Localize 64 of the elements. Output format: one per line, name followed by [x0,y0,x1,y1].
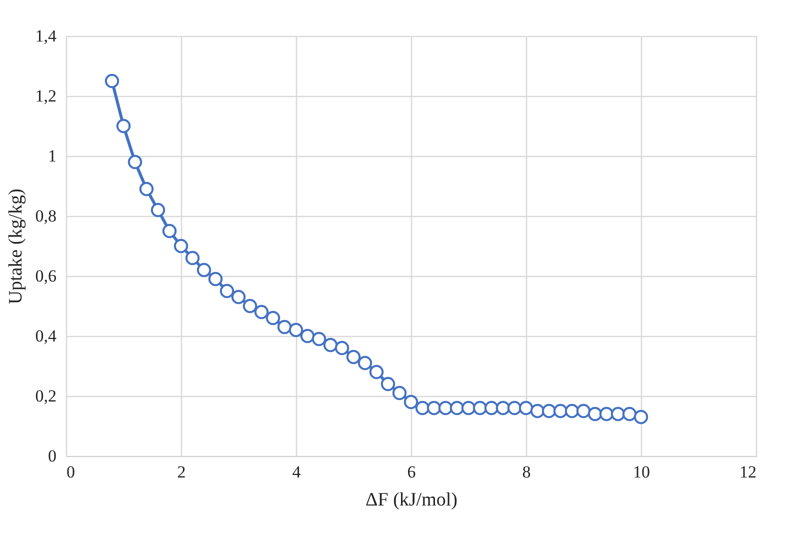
point [220,284,234,298]
point [358,356,372,370]
point [208,272,223,286]
point [450,400,464,416]
x-tick-label: 10 [633,462,650,482]
point [415,400,430,416]
point [128,154,142,170]
y-tick-label: 1 [48,146,56,166]
point [507,400,522,416]
point [484,400,499,416]
point [323,338,338,352]
point [242,298,258,314]
point [564,404,580,418]
y-tick-label: 0,6 [35,266,56,286]
point [622,406,637,422]
y-tick-label: 0,2 [35,386,56,406]
point [150,202,166,218]
point [116,118,131,134]
point [380,376,396,392]
point [185,250,200,266]
x-tick-label: 6 [407,462,416,482]
point [588,406,602,422]
point [576,404,591,418]
y-tick-label: 0 [48,446,56,466]
x-tick-label: 2 [177,462,186,482]
x-tick-label: 4 [292,462,302,482]
point [369,364,384,380]
point [392,386,407,400]
point [346,350,361,364]
point [530,404,545,418]
point [162,224,177,238]
point [312,332,326,346]
point [542,404,556,418]
y-tick-label: 1,4 [35,26,57,46]
point [174,238,188,254]
point [288,322,304,338]
point [404,394,418,410]
point [553,404,568,418]
point [266,310,280,326]
point [196,262,212,278]
point [518,400,534,416]
y-axis-title: Uptake (kg/kg) [5,188,26,304]
x-axis-title: ΔF (kJ/mol) [366,490,458,510]
point [300,328,315,344]
point [104,74,120,88]
point [231,290,246,304]
point [496,400,510,416]
point [438,400,453,416]
x-tick-label: 12 [740,462,756,482]
y-tick-label: 1,2 [35,86,56,106]
point [277,320,292,334]
y-tick-label: 0,8 [35,206,56,226]
point [254,304,269,320]
x-tick-label: 0 [66,462,75,482]
point [634,410,648,424]
point [472,400,488,416]
point [334,340,350,356]
point [426,400,442,416]
point [599,406,614,422]
point [610,406,626,422]
point [139,182,154,196]
point [461,400,476,416]
y-tick-label: 0,4 [35,326,57,346]
x-tick-label: 8 [522,462,531,482]
